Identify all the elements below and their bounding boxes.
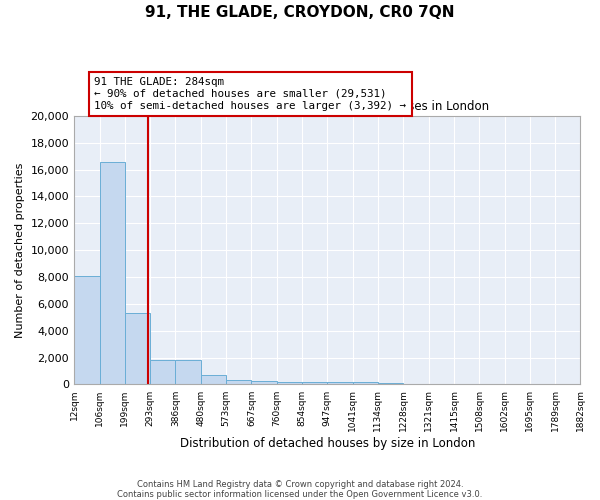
- Y-axis label: Number of detached properties: Number of detached properties: [15, 162, 25, 338]
- Bar: [251, 381, 277, 384]
- Bar: [226, 380, 251, 384]
- Text: 91 THE GLADE: 284sqm
← 90% of detached houses are smaller (29,531)
10% of semi-d: 91 THE GLADE: 284sqm ← 90% of detached h…: [94, 78, 406, 110]
- Text: 91, THE GLADE, CROYDON, CR0 7QN: 91, THE GLADE, CROYDON, CR0 7QN: [145, 5, 455, 20]
- Bar: [378, 383, 403, 384]
- Title: Size of property relative to detached houses in London: Size of property relative to detached ho…: [165, 100, 490, 114]
- Bar: [74, 276, 100, 384]
- Bar: [327, 382, 353, 384]
- Bar: [302, 382, 327, 384]
- Bar: [150, 360, 175, 384]
- Bar: [100, 162, 125, 384]
- Bar: [201, 375, 226, 384]
- Bar: [175, 360, 201, 384]
- Bar: [277, 382, 302, 384]
- Bar: [353, 382, 378, 384]
- X-axis label: Distribution of detached houses by size in London: Distribution of detached houses by size …: [179, 437, 475, 450]
- Text: Contains HM Land Registry data © Crown copyright and database right 2024.
Contai: Contains HM Land Registry data © Crown c…: [118, 480, 482, 499]
- Bar: [125, 314, 150, 384]
